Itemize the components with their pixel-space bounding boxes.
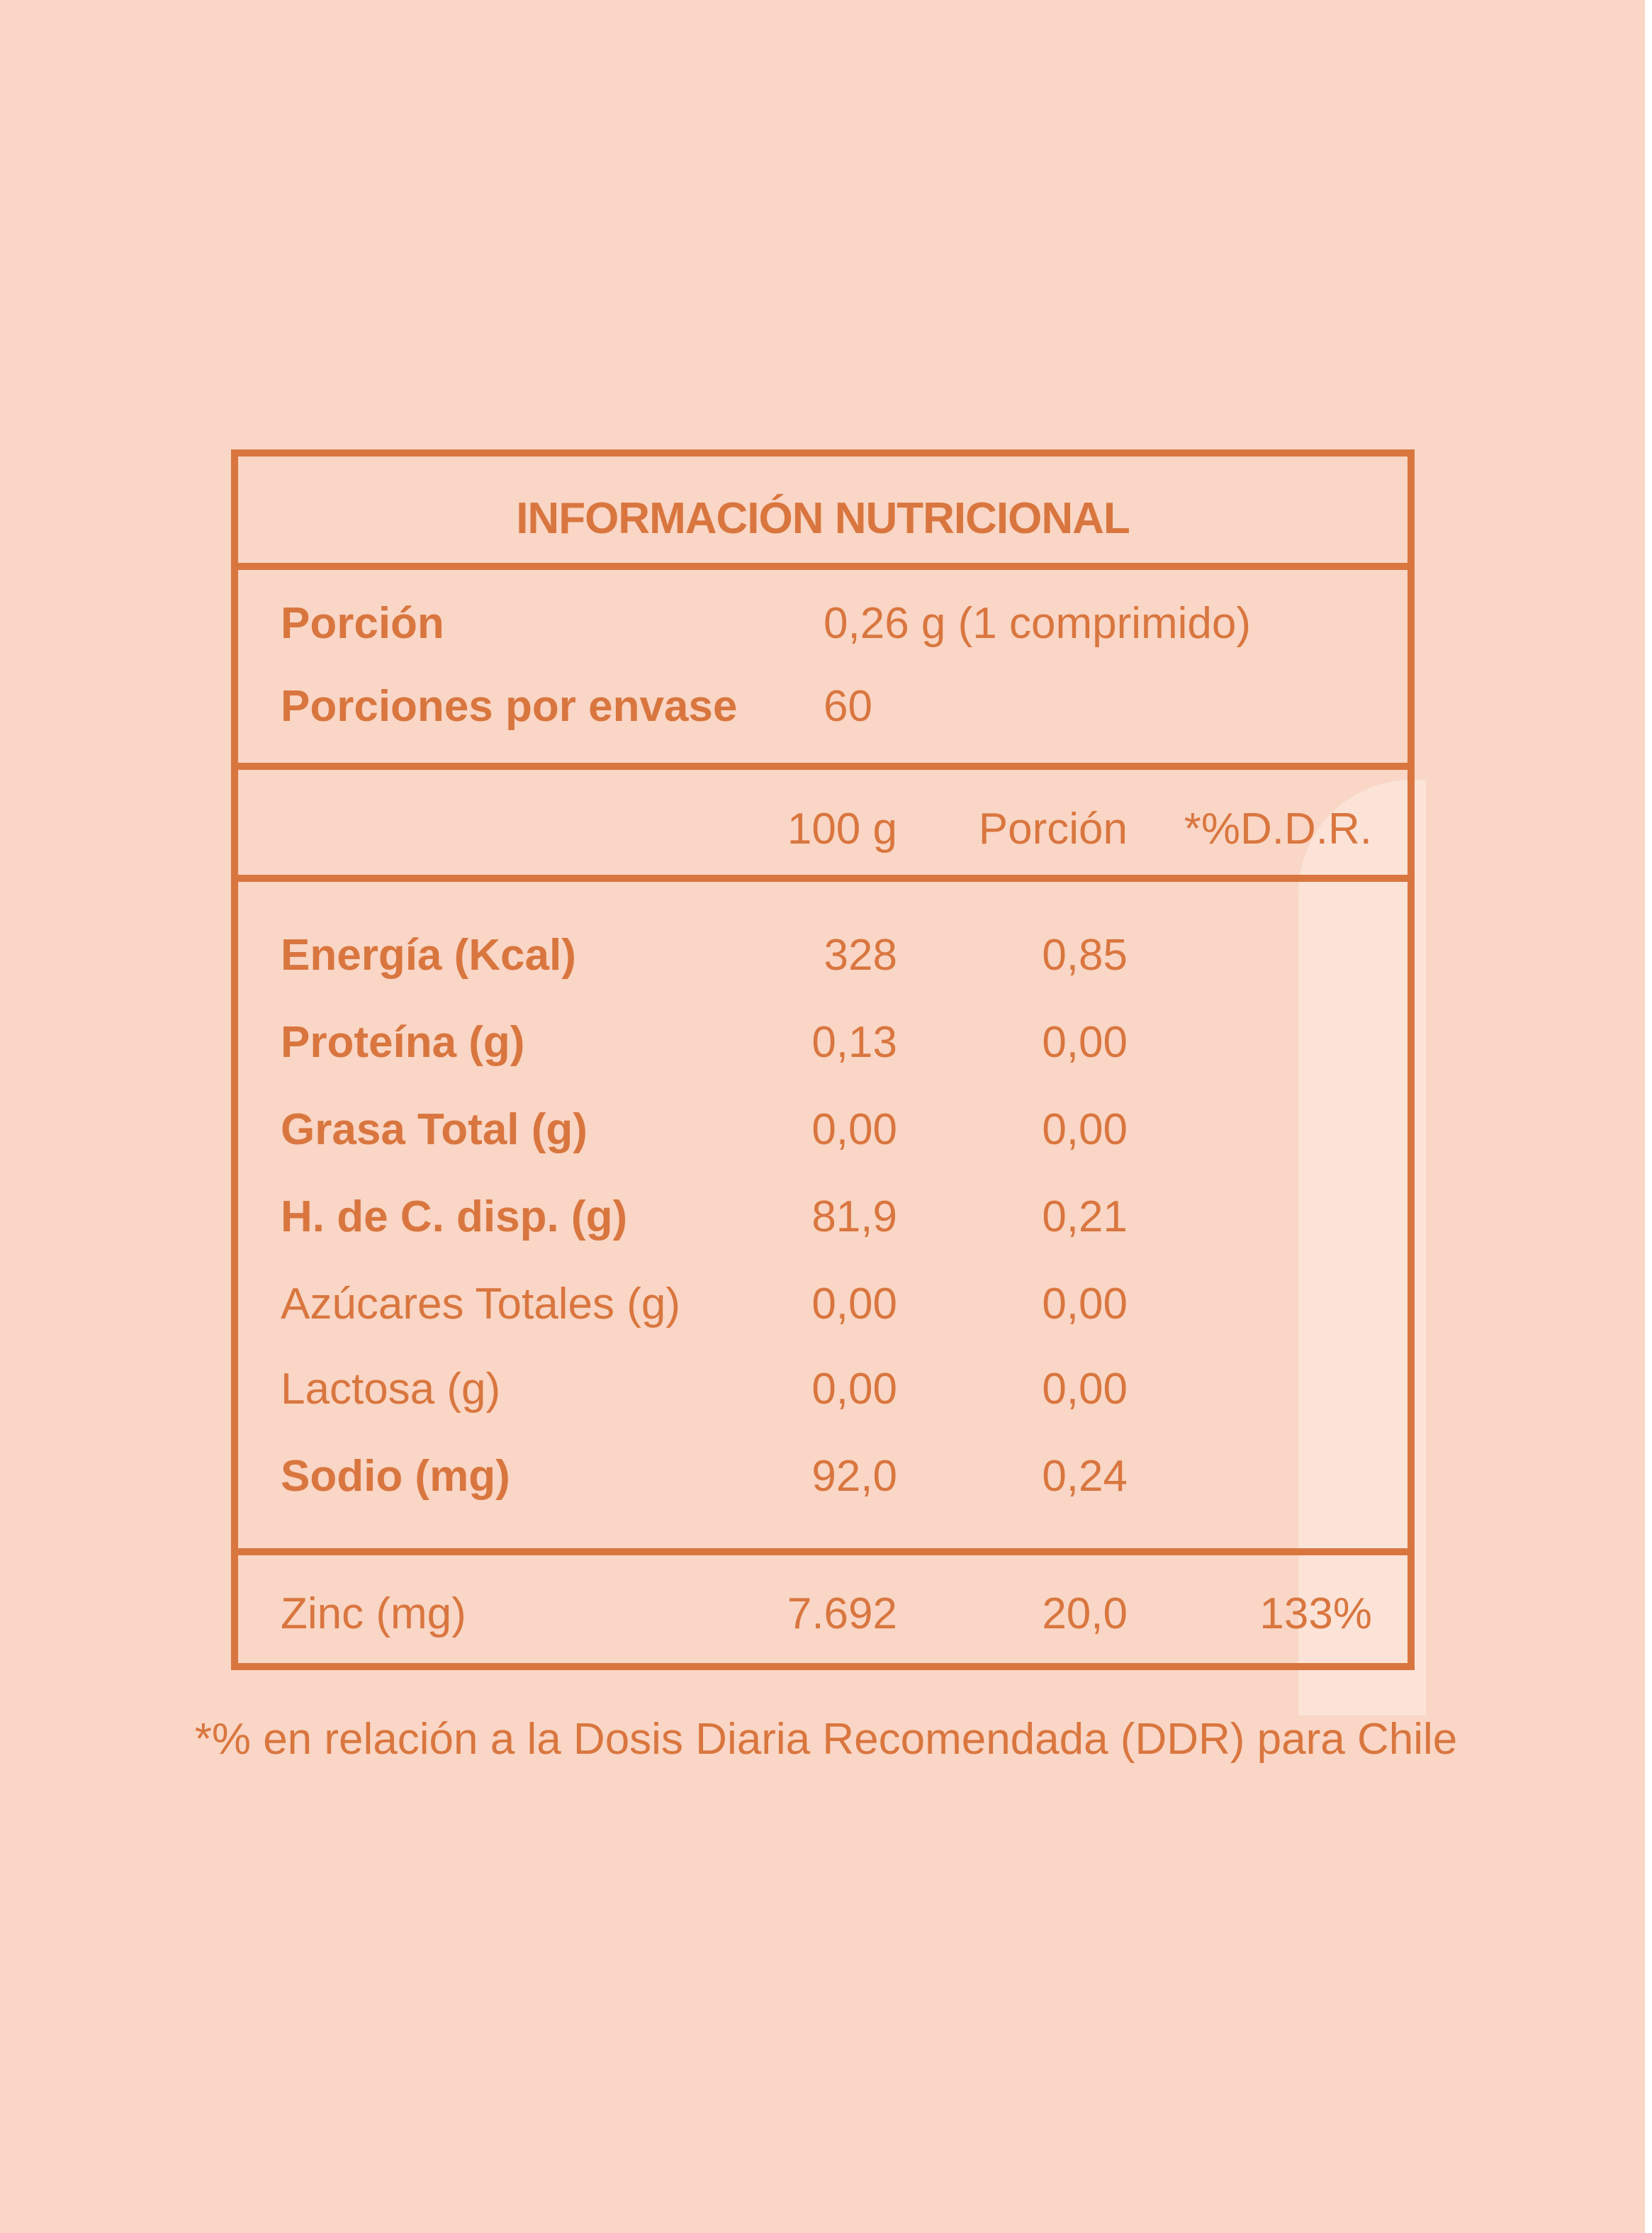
row-sodio-portion: 0,24 [1042,1452,1128,1501]
row-energia-per100: 328 [824,931,897,980]
row-grasa-label: Grasa Total (g) [281,1105,588,1154]
nutrition-table: INFORMACIÓN NUTRICIONAL Porción 0,26 g (… [231,449,1415,1670]
row-zinc-per100: 7.692 [787,1589,897,1638]
row-zinc-label: Zinc (mg) [281,1589,466,1638]
row-azucares-per100: 0,00 [811,1280,897,1328]
header-portion: Porción [978,805,1128,854]
row-sodio-per100: 92,0 [811,1452,897,1501]
divider-zinc [238,1548,1407,1555]
row-azucares-portion: 0,00 [1042,1280,1128,1328]
header-100g: 100 g [787,805,897,854]
row-grasa-per100: 0,00 [811,1105,897,1154]
row-lactosa-portion: 0,00 [1042,1365,1128,1414]
row-lactosa-label: Lactosa (g) [281,1365,501,1414]
row-proteina-portion: 0,00 [1042,1018,1128,1067]
table-title: INFORMACIÓN NUTRICIONAL [516,494,1130,543]
portion-value: 0,26 g (1 comprimido) [824,599,1252,648]
row-proteina-label: Proteína (g) [281,1018,525,1067]
row-sodio-label: Sodio (mg) [281,1452,510,1501]
portion-label: Porción [281,599,444,648]
row-zinc-ddr: 133% [1259,1589,1372,1638]
servings-value: 60 [824,682,872,731]
row-energia-portion: 0,85 [1042,931,1128,980]
row-grasa-portion: 0,00 [1042,1105,1128,1154]
footnote: *% en relación a la Dosis Diaria Recomen… [194,1715,1458,1764]
row-lactosa-per100: 0,00 [811,1365,897,1414]
row-azucares-label: Azúcares Totales (g) [281,1280,680,1328]
divider-header [238,875,1407,882]
decorative-panel [1298,780,1426,1716]
servings-label: Porciones por envase [281,682,738,731]
row-zinc-portion: 20,0 [1042,1589,1128,1638]
row-hdec-per100: 81,9 [811,1192,897,1241]
header-ddr: *%D.D.R. [1184,805,1372,854]
right-edge-strip [1645,0,1652,2233]
divider-serving [238,763,1407,770]
row-energia-label: Energía (Kcal) [281,931,576,980]
row-hdec-portion: 0,21 [1042,1192,1128,1241]
divider-title [238,563,1407,570]
row-hdec-label: H. de C. disp. (g) [281,1192,628,1241]
row-proteina-per100: 0,13 [811,1018,897,1067]
